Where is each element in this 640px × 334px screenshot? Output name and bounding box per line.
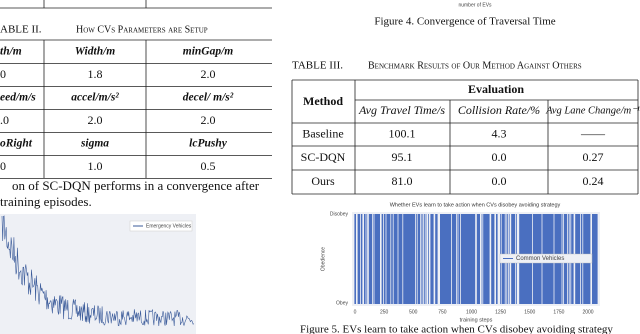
- figure: Whether EVs learn to take action when CV…: [320, 202, 600, 323]
- table-cell: 0.24: [583, 174, 604, 188]
- table-header: lcPushy: [189, 138, 228, 150]
- table-cell: 0: [0, 67, 6, 81]
- y-tick-label: Disobey: [330, 211, 349, 217]
- table-cell: 0.5: [201, 159, 216, 173]
- table-header: Avg Lane Change/m⁻¹: [545, 105, 640, 116]
- table-header: Avg Travel Time/s: [358, 103, 445, 117]
- table-cell: 2.0: [201, 113, 216, 127]
- x-tick-label: 250: [380, 309, 389, 315]
- y-tick-label: Obey: [336, 300, 348, 306]
- table-cell: Baseline: [302, 126, 343, 140]
- table-cell: 0.0: [492, 174, 507, 188]
- legend-box: [499, 253, 593, 264]
- x-tick-label: 1750: [553, 309, 564, 315]
- x-tick-label: 1000: [466, 309, 477, 315]
- table-header: accel/m/s²: [71, 92, 119, 104]
- series-line: [1, 215, 194, 327]
- table-cell: 0: [0, 159, 6, 173]
- table-header: oRight: [0, 138, 33, 150]
- table-cell: 1.8: [88, 67, 103, 81]
- x-tick-label: 750: [438, 309, 447, 315]
- table-remnant: [0, 0, 272, 9]
- table: [291, 79, 639, 195]
- x-axis-label: training steps: [460, 317, 493, 323]
- legend-box: [129, 220, 193, 232]
- x-tick-label: 1250: [495, 309, 506, 315]
- x-tick-label: 0: [354, 309, 357, 315]
- table-cell: 1.0: [88, 159, 103, 173]
- table-label: ABLE II.: [0, 24, 42, 36]
- x-tick-label: 1500: [524, 309, 535, 315]
- table-cell: 2.0: [201, 67, 216, 81]
- table-label: TABLE III.: [292, 60, 343, 72]
- table-cell: Ours: [311, 174, 335, 188]
- table-header: th/m: [0, 46, 22, 58]
- table-header: Method: [303, 94, 343, 108]
- plot-area: [0, 214, 196, 334]
- y-axis-label: Obedience: [320, 247, 326, 271]
- table-header: minGap/m: [183, 46, 234, 58]
- table-cell: SC-DQN: [301, 150, 346, 164]
- table: th/m Width/m minGap/m 0 1.8 2.0 eed/m/s accel/m…: [0, 39, 272, 179]
- table-cell: 4.3: [492, 126, 507, 140]
- table-cell: 81.0: [392, 174, 413, 188]
- table-title: How CVs Parameters are Setup: [76, 24, 208, 35]
- table-header: Width/m: [75, 46, 116, 58]
- chart-title: Whether EVs learn to take action when CV…: [390, 202, 561, 208]
- table-cell: .0: [0, 113, 9, 127]
- paragraph-line: on of SC-DQN performs in a convergence a…: [12, 178, 260, 193]
- table-cell: ——: [580, 126, 606, 140]
- table-cell: 100.1: [389, 126, 416, 140]
- table-title: Benchmark Results of Our Method Against …: [368, 60, 582, 71]
- table-body: Baseline 100.1 4.3 —— SC-DQN 95.1 0.0 0.27 Ours 8…: [301, 126, 606, 188]
- table-header: sigma: [80, 138, 109, 150]
- x-tick-label: 500: [409, 309, 418, 315]
- figure: Emergency Vehicles: [0, 214, 196, 334]
- paragraph-line: training episodes.: [0, 194, 92, 209]
- figure-caption: Figure 4. Convergence of Traversal Time: [374, 16, 555, 28]
- table-header: decel/ m/s²: [183, 92, 234, 104]
- table-cell: 95.1: [392, 150, 413, 164]
- figure-caption: Figure 5. EVs learn to take action when …: [300, 324, 613, 334]
- axis-label: number of EVs: [458, 2, 492, 8]
- table-header: Collision Rate/%: [458, 103, 540, 117]
- table-cell: 2.0: [88, 113, 103, 127]
- table-header: Evaluation: [468, 82, 524, 96]
- x-tick-label: 2000: [582, 309, 593, 315]
- table-cell: 0.0: [492, 150, 507, 164]
- table-header: eed/m/s: [0, 92, 36, 104]
- legend-label: Common Vehicles: [516, 256, 564, 262]
- table-cell: 0.27: [583, 150, 604, 164]
- legend-label: Emergency Vehicles: [146, 223, 192, 229]
